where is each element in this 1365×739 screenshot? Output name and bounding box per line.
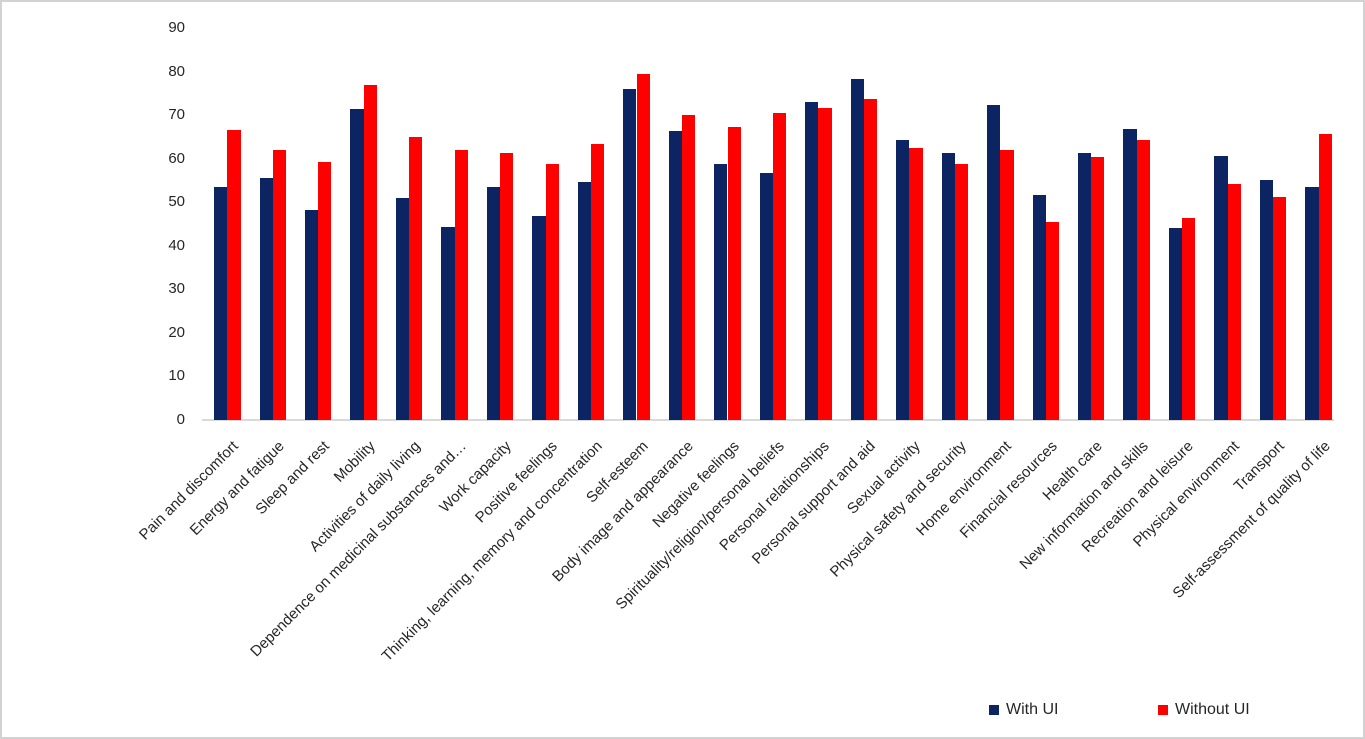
bar-with-ui [1305, 186, 1319, 420]
bar-with-ui [714, 163, 728, 420]
bar-with-ui [304, 209, 319, 420]
legend-swatch-without-ui [1158, 705, 1168, 715]
bar-without-ui [409, 137, 423, 420]
bar-without-ui [500, 153, 514, 420]
bar-without-ui [863, 99, 878, 420]
bar-without-ui [682, 115, 696, 420]
bar-without-ui [1273, 197, 1287, 420]
bar-without-ui [818, 108, 832, 420]
bar-without-ui [909, 148, 923, 420]
bar-with-ui [214, 187, 228, 420]
bar-without-ui [1227, 183, 1241, 420]
bar-with-ui [259, 178, 273, 420]
bar-with-ui [850, 78, 864, 420]
y-axis-tick-label: 30 [168, 280, 185, 298]
bar-without-ui [1000, 150, 1014, 420]
bar-without-ui [1045, 222, 1060, 420]
y-axis-tick-label: 70 [168, 106, 185, 124]
legend-label-with-ui: With UI [1006, 701, 1059, 718]
x-axis-line [202, 419, 1334, 421]
bar-with-ui [668, 131, 682, 420]
bar-with-ui [395, 197, 410, 420]
y-axis-tick-label: 90 [168, 19, 185, 36]
bar-without-ui [454, 150, 468, 420]
bar-with-ui [941, 153, 955, 420]
bar-with-ui [1259, 180, 1274, 420]
y-axis-tick-label: 0 [176, 411, 185, 428]
bar-without-ui [318, 162, 332, 420]
bar-with-ui [987, 104, 1001, 420]
bar-without-ui [1318, 133, 1332, 420]
bar-without-ui [363, 84, 377, 420]
legend-item-without-ui: Without UI [1158, 701, 1250, 719]
bar-without-ui [1136, 139, 1150, 420]
legend-label-without-ui: Without UI [1175, 701, 1250, 718]
bar-without-ui [272, 150, 287, 420]
bar-with-ui [532, 216, 546, 420]
bar-without-ui [227, 130, 241, 420]
bar-with-ui [805, 102, 819, 420]
bar-without-ui [1182, 217, 1196, 420]
bar-without-ui [591, 143, 605, 420]
y-axis-tick-label: 10 [168, 367, 185, 385]
legend-swatch-with-ui [989, 705, 999, 715]
bar-with-ui [486, 186, 501, 420]
bar-with-ui [1032, 195, 1046, 420]
bar-with-ui [1168, 227, 1183, 420]
bar-with-ui [1214, 156, 1228, 420]
bar-with-ui [1077, 153, 1092, 420]
legend-item-with-ui: With UI [989, 701, 1058, 719]
bar-with-ui [350, 109, 364, 420]
bar-without-ui [772, 112, 787, 420]
y-axis-tick-label: 60 [168, 149, 185, 167]
bar-without-ui [1091, 156, 1105, 420]
y-axis-tick-label: 20 [168, 323, 185, 341]
bar-with-ui [759, 173, 773, 420]
y-axis-tick-label: 80 [168, 62, 185, 80]
bar-with-ui [577, 181, 592, 420]
bar-without-ui [545, 163, 559, 420]
y-axis-tick-label: 40 [168, 236, 185, 254]
bar-with-ui [441, 227, 455, 420]
bar-without-ui [727, 127, 741, 420]
y-axis-tick-label: 50 [168, 193, 185, 211]
bar-without-ui [954, 163, 969, 420]
bar-with-ui [1123, 129, 1137, 420]
bar-with-ui [896, 140, 910, 420]
bar-without-ui [636, 73, 650, 420]
bar-with-ui [623, 89, 637, 420]
